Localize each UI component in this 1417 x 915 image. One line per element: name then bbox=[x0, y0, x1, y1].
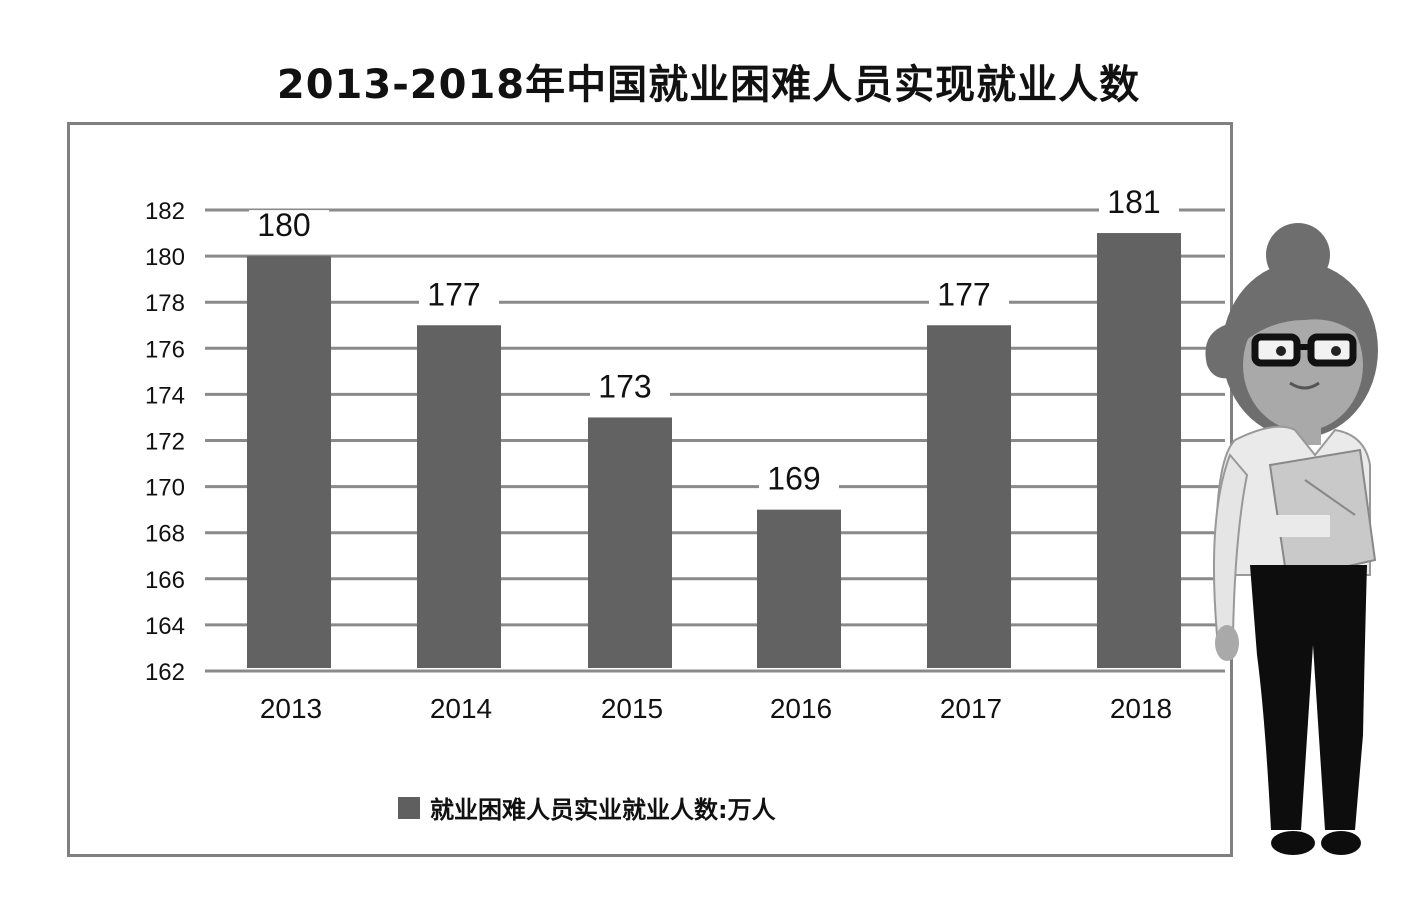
data-label-bg bbox=[419, 279, 499, 314]
y-tick-label: 166 bbox=[145, 567, 185, 594]
bars bbox=[247, 233, 1181, 669]
y-tick-label: 176 bbox=[145, 336, 185, 363]
right-shoe bbox=[1321, 831, 1361, 855]
data-label-bg bbox=[1099, 187, 1179, 222]
legend-label: 就业困难人员实业就业人数:万人 bbox=[430, 796, 776, 824]
data-label-bg bbox=[929, 279, 1009, 314]
folder-line bbox=[1304, 479, 1356, 516]
x-tick-label: 2017 bbox=[940, 693, 1002, 724]
chart-title: 2013-2018年中国就业困难人员实现就业人数 bbox=[276, 62, 1141, 108]
y-tick-label: 164 bbox=[145, 613, 185, 640]
data-label: 180 bbox=[257, 207, 310, 243]
y-tick-label: 182 bbox=[145, 198, 185, 225]
woman-illustration bbox=[1205, 223, 1378, 855]
y-tick-label: 180 bbox=[145, 244, 185, 271]
folder-sleeve bbox=[1275, 515, 1330, 537]
left-hand bbox=[1215, 625, 1239, 661]
y-tick-label: 170 bbox=[145, 475, 185, 502]
right-eye bbox=[1331, 346, 1341, 356]
data-label: 177 bbox=[937, 276, 990, 312]
data-label-bg bbox=[759, 463, 839, 498]
legend-swatch bbox=[398, 796, 420, 819]
grid-lines bbox=[205, 208, 1225, 673]
x-tick-label: 2016 bbox=[770, 693, 832, 724]
data-label: 177 bbox=[427, 276, 480, 312]
bar-2016 bbox=[757, 509, 841, 668]
y-tick-label: 174 bbox=[145, 382, 185, 409]
y-tick-label: 178 bbox=[145, 290, 185, 317]
face bbox=[1243, 299, 1363, 431]
bar-2015 bbox=[588, 417, 672, 668]
data-label: 169 bbox=[767, 461, 820, 497]
left-eye bbox=[1276, 346, 1286, 356]
data-labels: 180 177 173 169 177 181 bbox=[249, 184, 1179, 498]
bar-2017 bbox=[927, 325, 1011, 668]
x-tick-label: 2013 bbox=[260, 693, 322, 724]
x-axis-ticks: 2013 2014 2015 2016 2017 2018 bbox=[260, 693, 1172, 724]
data-label: 181 bbox=[1107, 184, 1160, 220]
legend: 就业困难人员实业就业人数:万人 bbox=[398, 790, 776, 825]
bar-2014 bbox=[417, 325, 501, 668]
bar-2013 bbox=[247, 256, 331, 668]
left-shoe bbox=[1271, 831, 1315, 855]
x-tick-label: 2018 bbox=[1110, 693, 1172, 724]
glasses-left-lens bbox=[1251, 333, 1301, 367]
bar-2018 bbox=[1097, 233, 1181, 669]
smile bbox=[1289, 381, 1320, 390]
data-label-bg bbox=[249, 210, 329, 245]
y-tick-label: 168 bbox=[145, 521, 185, 548]
data-label: 173 bbox=[598, 368, 651, 404]
y-tick-label: 172 bbox=[145, 429, 185, 456]
y-axis-ticks: 162 164 166 168 170 172 174 176 178 180 182 bbox=[145, 198, 185, 686]
x-tick-label: 2014 bbox=[430, 693, 492, 724]
x-tick-label: 2015 bbox=[601, 693, 663, 724]
data-label-bg bbox=[590, 371, 670, 406]
pants bbox=[1250, 565, 1367, 830]
y-tick-label: 162 bbox=[145, 659, 185, 686]
bangs bbox=[1235, 294, 1373, 350]
